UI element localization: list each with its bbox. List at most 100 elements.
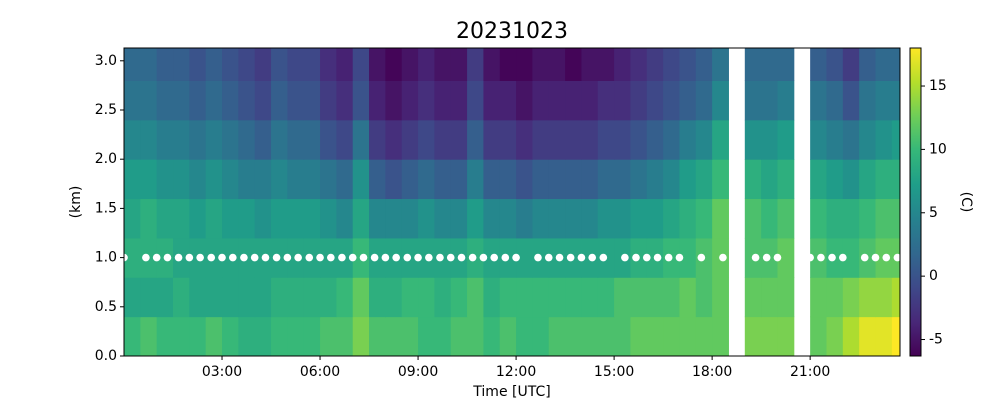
heatmap-cell <box>679 316 697 356</box>
y-tick-label: 3.0 <box>95 53 117 69</box>
marker <box>555 253 564 262</box>
heatmap-cell <box>124 237 141 278</box>
heatmap-cell <box>238 277 256 318</box>
heatmap-cell <box>663 198 680 239</box>
marker <box>392 253 400 262</box>
marker <box>163 253 172 262</box>
heatmap-cell <box>679 198 697 239</box>
heatmap-cell <box>891 316 900 356</box>
heatmap-cell <box>663 80 680 121</box>
heatmap-cell <box>777 159 795 200</box>
heatmap-cell <box>385 119 403 160</box>
marker <box>185 253 194 262</box>
x-axis-label: Time [UTC] <box>472 384 550 400</box>
marker <box>457 253 466 262</box>
heatmap-cell <box>842 119 860 160</box>
marker <box>490 253 498 262</box>
heatmap-cell <box>679 159 697 200</box>
heatmap-cell <box>499 316 517 356</box>
heatmap-cell <box>499 80 517 121</box>
marker <box>664 253 673 262</box>
marker <box>621 253 629 262</box>
heatmap-cell <box>173 48 190 81</box>
x-tick-label: 06:00 <box>300 364 340 380</box>
heatmap-cell <box>826 198 844 239</box>
marker <box>207 253 216 262</box>
heatmap-cell <box>744 119 762 160</box>
heatmap-cell <box>320 277 337 318</box>
heatmap-cell <box>499 277 517 318</box>
heatmap-cell <box>287 277 305 318</box>
heatmap-cell <box>630 48 648 81</box>
heatmap-cell <box>222 198 239 239</box>
heatmap-cell <box>418 48 435 81</box>
y-axis-label: (km) <box>68 186 84 219</box>
heatmap-cell <box>271 277 288 318</box>
heatmap-cell <box>450 119 468 160</box>
heatmap-cell <box>712 80 729 121</box>
x-tick-label: 15:00 <box>594 364 634 380</box>
marker <box>316 253 324 262</box>
heatmap-cell <box>565 277 582 318</box>
heatmap-cell <box>401 198 419 239</box>
heatmap-cell <box>483 277 501 318</box>
marker <box>675 253 684 262</box>
heatmap-cell <box>565 119 582 160</box>
heatmap-cell <box>385 277 403 318</box>
marker <box>327 253 335 262</box>
heatmap-cell <box>483 80 501 121</box>
heatmap-cell <box>352 48 370 81</box>
heatmap-cell <box>124 48 141 81</box>
heatmap-cell <box>597 277 615 318</box>
marker <box>468 253 477 262</box>
heatmap-cell <box>646 198 664 239</box>
heatmap-cell <box>352 159 370 200</box>
heatmap-cell <box>826 48 844 81</box>
marker <box>817 253 825 262</box>
heatmap-cell <box>483 198 501 239</box>
heatmap-cell <box>875 119 893 160</box>
heatmap-cell <box>712 48 729 81</box>
heatmap-cell <box>859 48 876 81</box>
heatmap-cell <box>695 277 713 318</box>
heatmap-cell <box>467 316 484 356</box>
marker <box>218 253 226 262</box>
marker <box>566 253 575 262</box>
heatmap-cell <box>271 198 288 239</box>
x-tick-label: 21:00 <box>790 364 830 380</box>
heatmap-cell <box>352 316 370 356</box>
marker <box>403 253 412 262</box>
heatmap-cell <box>369 80 386 121</box>
heatmap-cell <box>532 48 550 81</box>
heatmap-cell <box>303 48 321 81</box>
marker <box>370 253 379 262</box>
colorbar-tick-label: 0 <box>929 268 938 284</box>
heatmap-cell <box>369 198 386 239</box>
heatmap-cell <box>842 277 860 318</box>
heatmap-cell <box>254 48 272 81</box>
heatmap-cell <box>418 80 435 121</box>
heatmap-cell <box>369 48 386 81</box>
heatmap-cell <box>254 80 272 121</box>
heatmap-cell <box>532 119 550 160</box>
marker <box>272 253 281 262</box>
heatmap-cell <box>695 48 713 81</box>
heatmap-cell <box>744 316 762 356</box>
heatmap-cell <box>499 48 517 81</box>
heatmap-cell <box>483 316 501 356</box>
heatmap-cell <box>891 198 900 239</box>
heatmap-cell <box>483 119 501 160</box>
heatmap-cell <box>826 277 844 318</box>
heatmap-cell <box>663 316 680 356</box>
heatmap-cell <box>467 48 484 81</box>
marker <box>436 253 444 262</box>
heatmap-cell <box>401 48 419 81</box>
heatmap-cell <box>597 119 615 160</box>
marker <box>152 253 161 262</box>
heatmap-cell <box>565 159 582 200</box>
heatmap-cell <box>303 198 321 239</box>
heatmap-cell <box>777 277 795 318</box>
heatmap-cell <box>810 277 827 318</box>
heatmap-cell <box>287 80 305 121</box>
